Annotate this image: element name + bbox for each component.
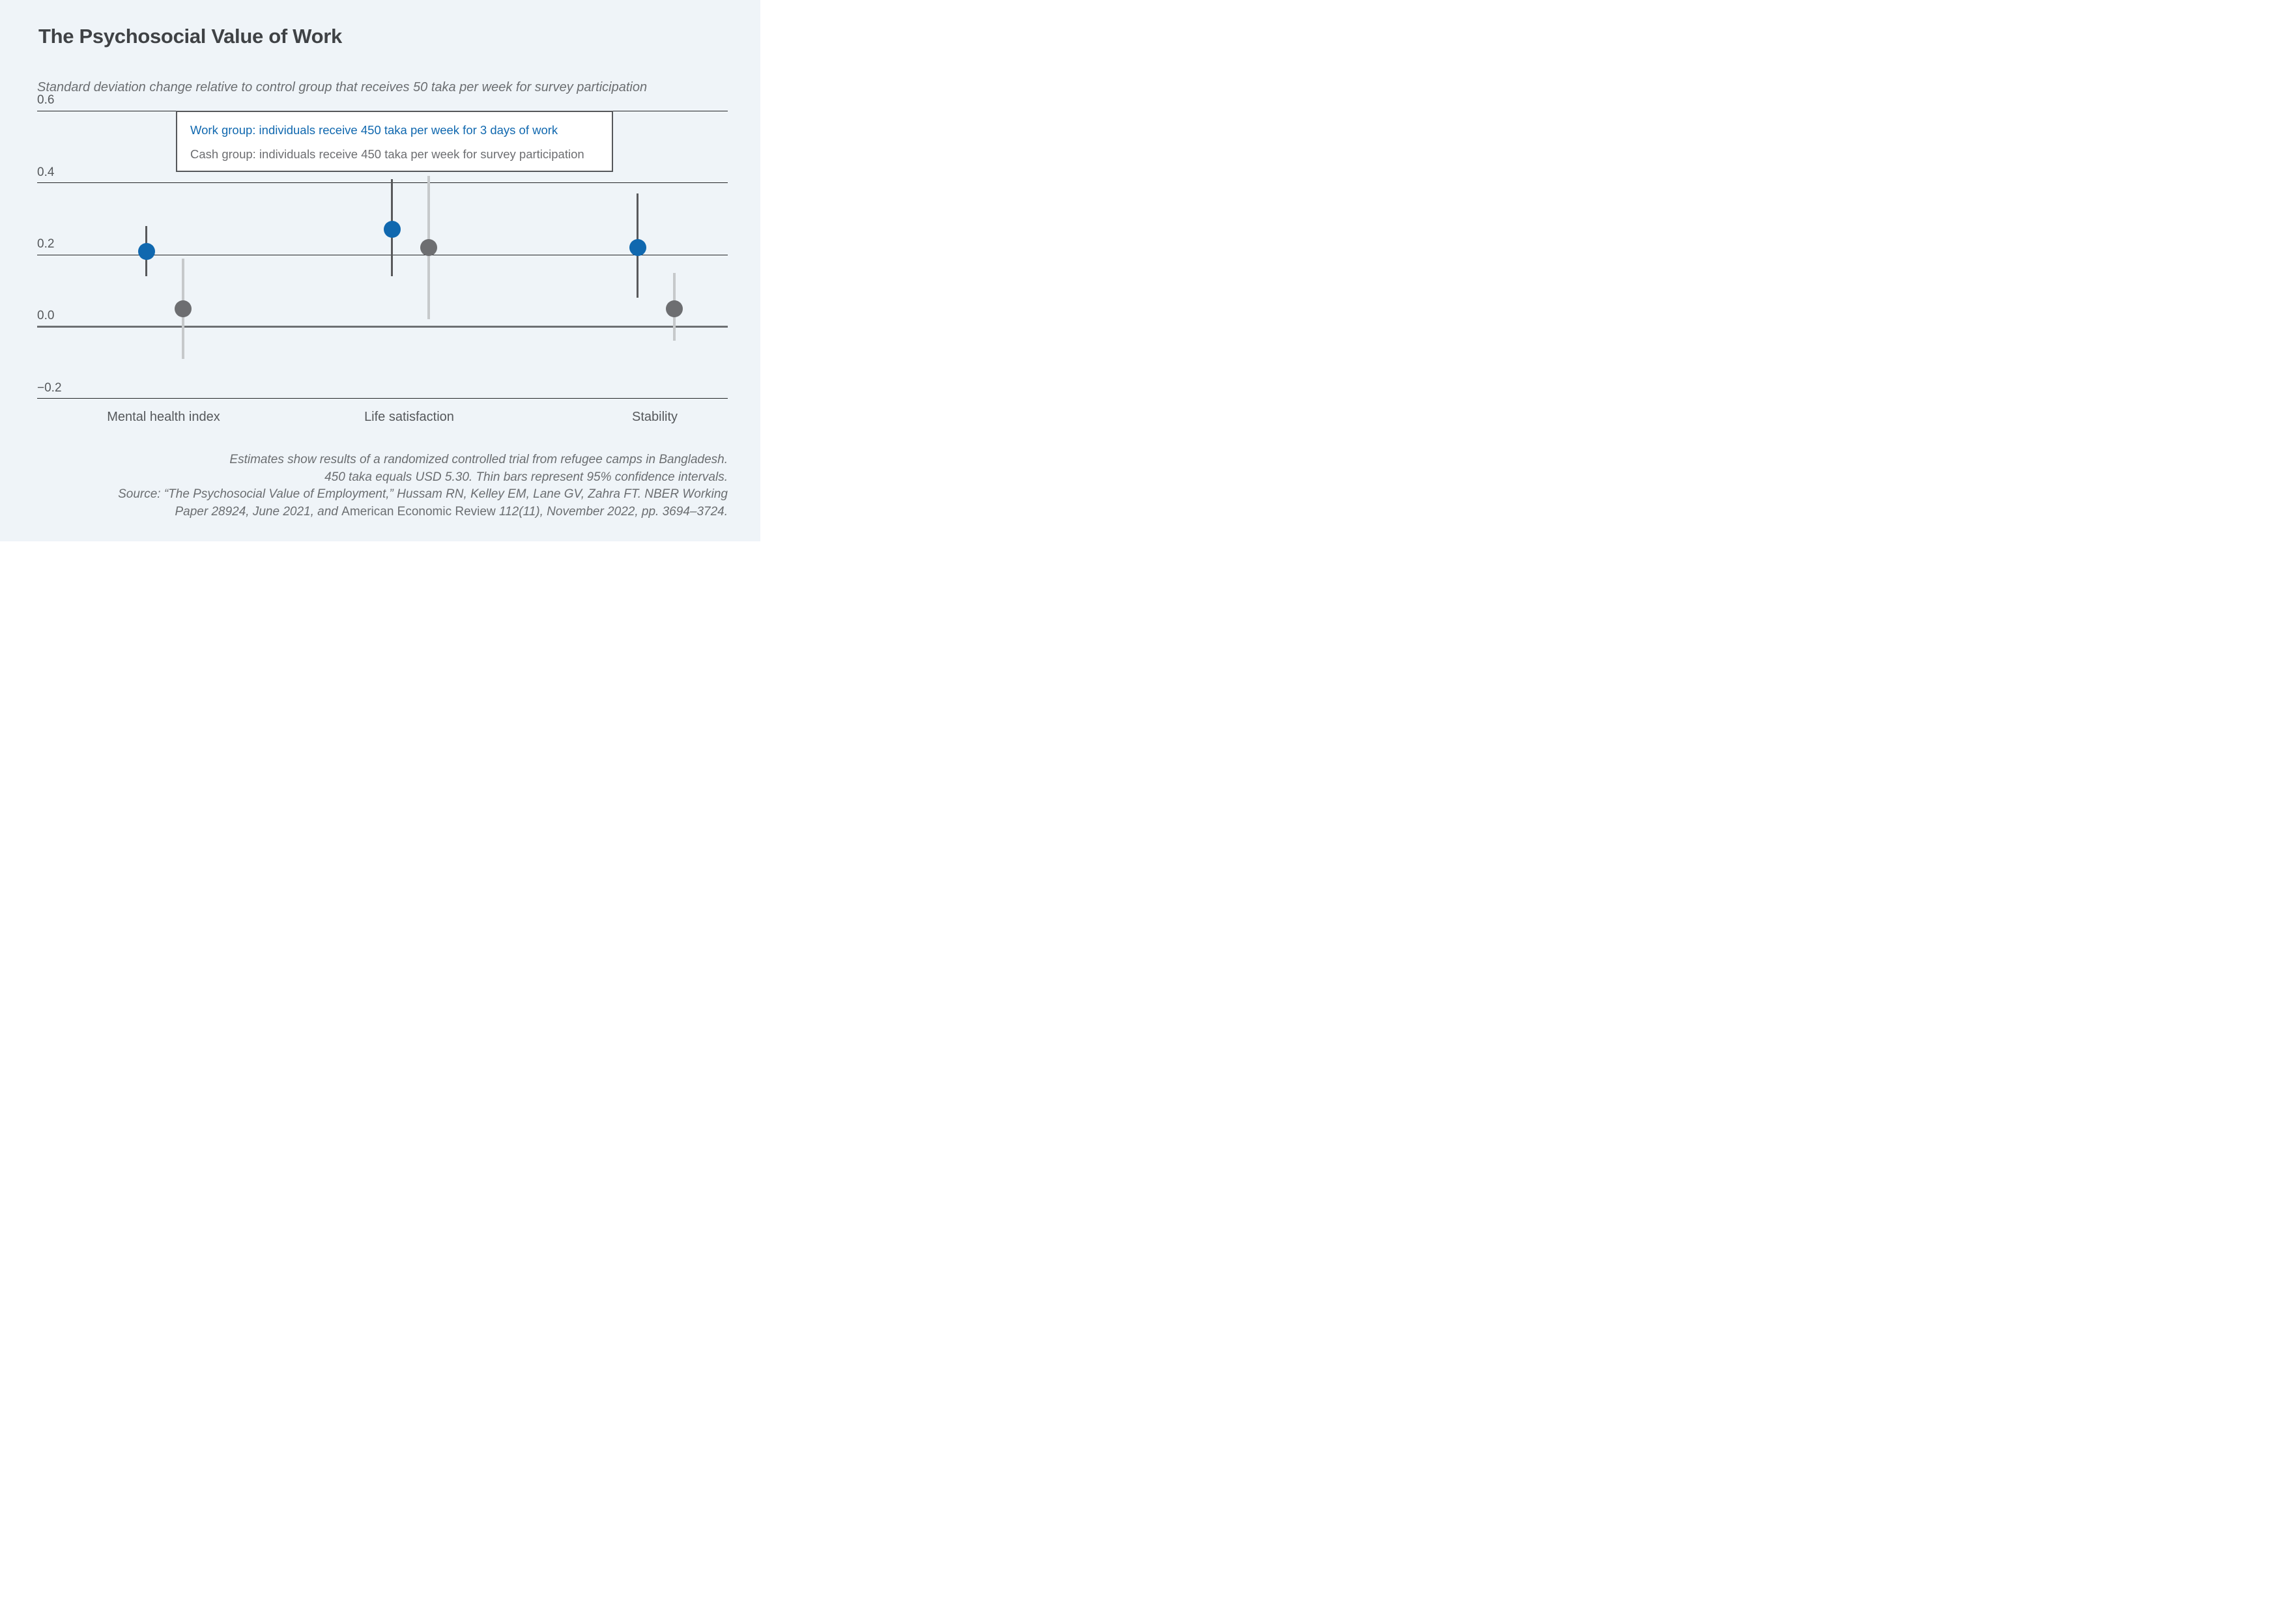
gridline-0.4 (37, 182, 728, 184)
legend-work-group-label: Work group: individuals receive 450 taka… (190, 123, 558, 137)
x-category-label: Stability (631, 410, 678, 424)
note-text: Source: “The Psychosocial Value of Emplo… (118, 487, 728, 502)
dot-cash-2 (666, 300, 683, 317)
note-text: 450 taka equals USD 5.30. Thin bars repr… (324, 470, 728, 484)
gridline-−0.2 (37, 398, 728, 399)
legend-box: Work group: individuals receive 450 taka… (176, 111, 613, 172)
y-tick-label: 0.6 (37, 93, 55, 107)
source-note-line-3: Source: “The Psychosocial Value of Emplo… (118, 486, 728, 504)
page-title: The Psychosocial Value of Work (38, 25, 342, 48)
source-note-line-2: 450 taka equals USD 5.30. Thin bars repr… (118, 469, 728, 487)
x-category-label: Mental health index (107, 410, 220, 424)
dot-cash-0 (175, 300, 192, 317)
infographic-canvas: The Psychosocial Value of Work Standard … (0, 0, 760, 541)
note-text: Paper 28924, June 2021, and (175, 504, 342, 519)
x-category-label: Life satisfaction (364, 410, 454, 424)
note-text: 112(11), November 2022, pp. 3694–3724. (495, 504, 728, 519)
dot-cash-1 (420, 239, 437, 256)
legend-cash-group-label: Cash group: individuals receive 450 taka… (190, 147, 584, 161)
source-note-line-1: Estimates show results of a randomized c… (118, 451, 728, 469)
dot-work-2 (629, 239, 646, 256)
dot-work-1 (383, 221, 401, 238)
y-tick-label: −0.2 (37, 380, 62, 395)
note-text: Estimates show results of a randomized c… (229, 453, 728, 466)
y-axis-caption: Standard deviation change relative to co… (37, 80, 648, 94)
source-note-line-4: Paper 28924, June 2021, and American Eco… (118, 504, 728, 521)
source-note: Estimates show results of a randomized c… (118, 451, 728, 520)
y-tick-label: 0.4 (37, 165, 55, 179)
dot-work-0 (137, 242, 155, 260)
journal-name: American Economic Review (341, 504, 496, 519)
y-tick-label: 0.2 (37, 237, 55, 251)
zero-axis-line (37, 325, 728, 328)
y-tick-label: 0.0 (37, 309, 55, 323)
